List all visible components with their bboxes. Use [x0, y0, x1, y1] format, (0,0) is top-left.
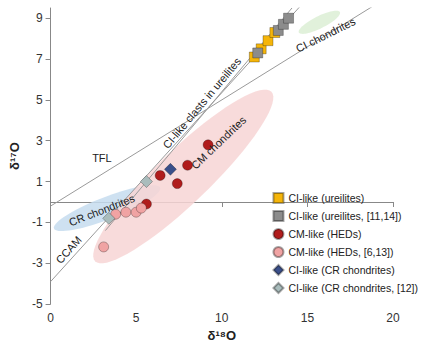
svg-text:CI-like clasts in ureilites: CI-like clasts in ureilites [160, 55, 244, 151]
svg-text:CI-like (CR chondrites, [12]): CI-like (CR chondrites, [12]) [288, 282, 418, 294]
svg-text:δ¹⁷O: δ¹⁷O [7, 142, 22, 170]
svg-text:20: 20 [386, 311, 400, 325]
svg-text:CR chondrites: CR chondrites [67, 192, 137, 228]
svg-text:0: 0 [47, 311, 54, 325]
svg-text:CCAM: CCAM [53, 234, 84, 266]
svg-text:7: 7 [36, 52, 43, 66]
svg-text:5: 5 [36, 93, 43, 107]
svg-text:-5: -5 [32, 297, 43, 311]
svg-text:9: 9 [36, 11, 43, 25]
svg-text:CI chondrites: CI chondrites [294, 15, 358, 55]
svg-text:1: 1 [36, 175, 43, 189]
svg-text:CI-like (ureilites): CI-like (ureilites) [288, 192, 364, 204]
svg-text:CM-like (HEDs, [6,13]): CM-like (HEDs, [6,13]) [288, 246, 393, 258]
svg-text:-1: -1 [32, 215, 43, 229]
svg-text:5: 5 [133, 311, 140, 325]
svg-text:10: 10 [215, 311, 229, 325]
svg-text:15: 15 [301, 311, 315, 325]
svg-text:δ¹⁸O: δ¹⁸O [208, 328, 236, 343]
svg-text:CM-like (HEDs): CM-like (HEDs) [288, 228, 361, 240]
svg-text:3: 3 [36, 134, 43, 148]
svg-text:CI-like (CR chondrites): CI-like (CR chondrites) [288, 264, 394, 276]
svg-text:TFL: TFL [92, 152, 112, 164]
svg-text:-3: -3 [32, 256, 43, 270]
svg-text:CM chondrites: CM chondrites [189, 113, 249, 171]
svg-text:CI-like (ureilites, [11,14]): CI-like (ureilites, [11,14]) [288, 210, 401, 222]
